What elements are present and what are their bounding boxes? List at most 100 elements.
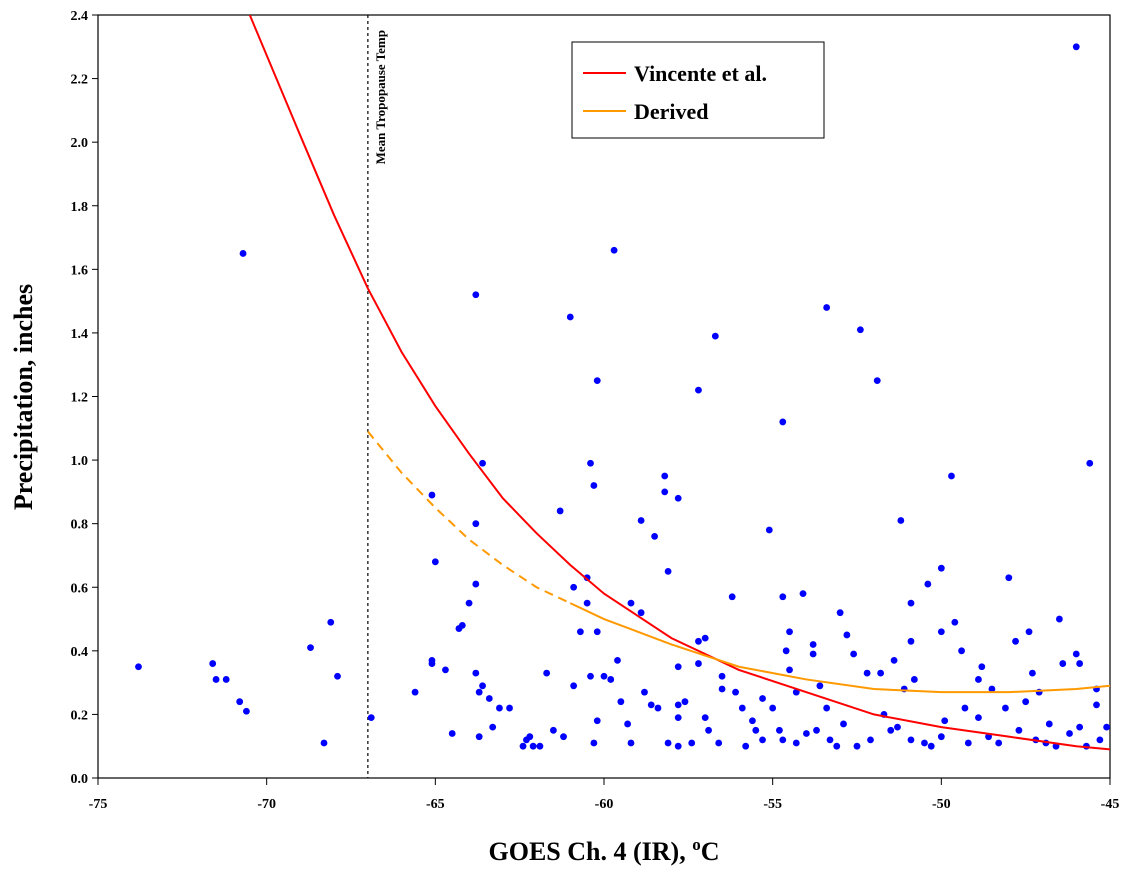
scatter-point	[583, 574, 591, 582]
scatter-point	[614, 656, 621, 664]
scatter-point	[1059, 660, 1067, 667]
scatter-point	[961, 704, 969, 712]
scatter-point	[1015, 726, 1023, 734]
scatter-point	[688, 739, 696, 747]
x-tick-label: -75	[89, 797, 108, 812]
scatter-point	[647, 701, 655, 709]
scatter-point	[472, 520, 480, 528]
scatter-point	[1045, 720, 1053, 728]
x-label-unit: C	[701, 837, 720, 866]
scatter-point	[786, 666, 793, 674]
scatter-point	[243, 707, 250, 715]
scatter-point	[1072, 43, 1080, 51]
scatter-point	[506, 704, 513, 712]
scatter-point	[334, 672, 341, 680]
scatter-point	[593, 717, 601, 725]
scatter-point	[759, 695, 766, 702]
scatter-point	[873, 377, 881, 385]
scatter-point	[786, 628, 793, 636]
scatter-point	[749, 717, 756, 725]
scatter-point	[1076, 723, 1084, 731]
scatter-point	[536, 742, 544, 750]
scatter-point	[428, 491, 436, 499]
scatter-point	[792, 739, 800, 747]
scatter-point	[607, 676, 615, 683]
scatter-point	[624, 720, 632, 728]
scatter-point	[853, 742, 861, 750]
scatter-point	[519, 742, 527, 750]
x-tick-label: -70	[257, 797, 276, 812]
y-tick-label: 2.2	[71, 73, 89, 88]
scatter-point	[907, 637, 915, 645]
scatter-point	[769, 704, 777, 712]
scatter-point	[627, 599, 635, 607]
scatter-point	[1103, 723, 1111, 731]
scatter-point	[590, 739, 598, 747]
scatter-point	[587, 459, 594, 467]
scatter-point	[910, 676, 918, 683]
x-tick-label: -45	[1101, 797, 1120, 812]
scatter-point	[627, 739, 635, 747]
scatter-point	[661, 472, 669, 480]
scatter-point	[958, 647, 965, 655]
scatter-point	[695, 660, 702, 667]
scatter-point	[529, 742, 537, 750]
curve-segment	[569, 602, 1110, 694]
scatter-point	[975, 676, 982, 683]
scatter-point	[924, 580, 932, 588]
scatter-point	[590, 482, 598, 489]
scatter-point	[550, 726, 557, 734]
scatter-point	[867, 736, 874, 744]
scatter-point	[209, 660, 217, 667]
y-axis-label: Precipitation, inches	[9, 284, 38, 510]
scatter-point	[135, 663, 142, 671]
x-label-text: GOES Ch. 4 (IR),	[489, 837, 693, 866]
scatter-point	[674, 701, 682, 709]
scatter-point	[809, 641, 817, 648]
curve-segment	[367, 430, 571, 605]
x-tick-label: -65	[426, 797, 445, 812]
scatter-point	[489, 723, 497, 731]
scatter-point	[448, 730, 456, 737]
scatter-point	[742, 742, 750, 750]
scatter-point	[583, 599, 591, 607]
scatter-point	[937, 564, 945, 572]
scatter-point	[1002, 704, 1009, 712]
scatter-point	[877, 669, 885, 677]
scatter-point	[472, 580, 480, 588]
scatter-point	[826, 736, 834, 744]
scatter-point	[320, 739, 328, 747]
scatter-point	[978, 663, 986, 671]
scatter-point	[472, 291, 480, 299]
scatter-point	[705, 726, 712, 734]
y-tick-label: 0.8	[71, 518, 89, 533]
scatter-point	[695, 637, 702, 645]
scatter-point	[988, 685, 996, 693]
y-tick-label: 1.8	[71, 200, 89, 215]
y-tick-label: 1.2	[71, 391, 89, 406]
scatter-point	[695, 386, 702, 394]
scatter-point	[431, 558, 439, 566]
scatter-point	[212, 676, 220, 683]
scatter-point	[1086, 459, 1094, 467]
x-axis-label: GOES Ch. 4 (IR), oC	[489, 835, 720, 866]
scatter-point	[894, 723, 901, 731]
scatter-point	[779, 418, 787, 426]
scatter-point	[856, 326, 864, 334]
scatter-point	[475, 733, 483, 741]
scatter-point	[637, 517, 645, 524]
scatter-point	[1005, 574, 1013, 582]
scatter-point	[560, 733, 567, 741]
scatter-point	[664, 567, 672, 575]
scatter-point	[728, 593, 736, 601]
scatter-point	[674, 714, 682, 721]
scatter-point	[975, 714, 982, 721]
scatter-point	[570, 682, 578, 690]
scatter-point	[803, 730, 810, 737]
scatter-point	[1072, 650, 1080, 658]
legend-label: Vincente et al.	[634, 61, 767, 86]
scatter-point	[718, 672, 726, 680]
scatter-point	[937, 628, 945, 636]
scatter-point	[475, 688, 483, 696]
